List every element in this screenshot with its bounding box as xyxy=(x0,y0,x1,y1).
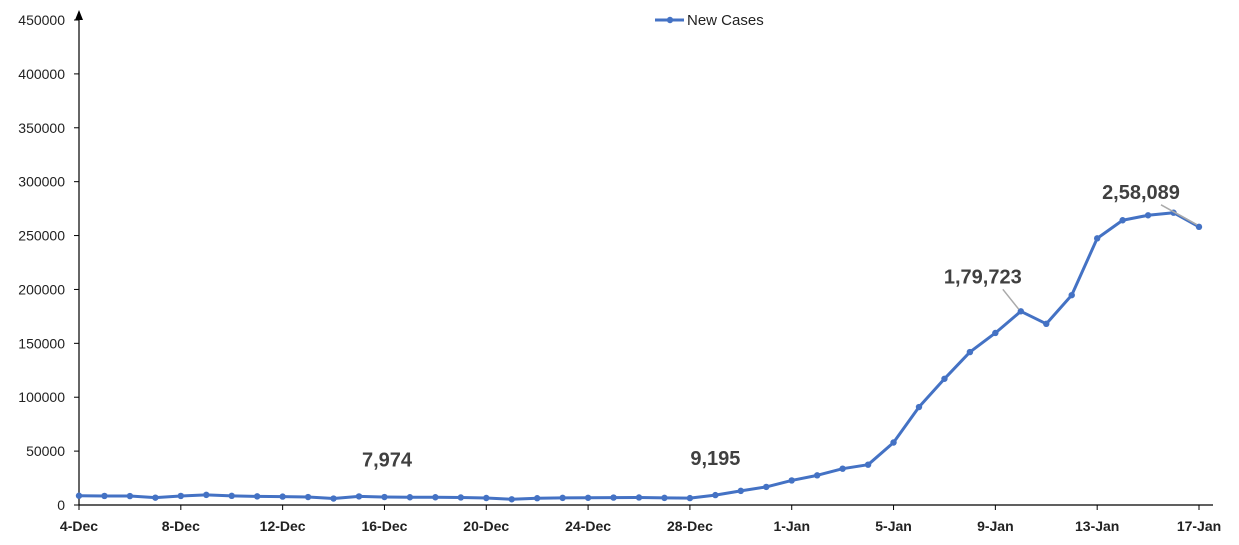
data-point xyxy=(152,494,159,501)
y-axis-ticks: 0 50000 100000 150000 200000 250000 300000 3500… xyxy=(18,12,79,513)
data-point xyxy=(661,494,668,502)
x-tick-label: 28-Dec xyxy=(667,518,713,534)
x-tick-label: 17-Jan xyxy=(1177,518,1221,534)
data-point xyxy=(126,492,134,500)
data-label-leader xyxy=(1160,204,1198,226)
data-point xyxy=(330,495,337,502)
x-tick-label: 20-Dec xyxy=(463,518,509,534)
data-point xyxy=(1068,291,1075,299)
y-tick-label: 0 xyxy=(57,497,65,513)
axes xyxy=(75,10,1213,506)
x-tick-label: 9-Jan xyxy=(977,518,1014,534)
data-point xyxy=(559,494,566,502)
data-point xyxy=(635,494,643,501)
data-point xyxy=(432,494,439,501)
y-tick-label: 50000 xyxy=(26,443,65,459)
data-point xyxy=(788,477,795,484)
data-point xyxy=(1119,217,1126,224)
data-point xyxy=(1144,212,1152,219)
data-point xyxy=(1043,320,1050,328)
data-point xyxy=(890,439,897,446)
x-tick-label: 8-Dec xyxy=(162,518,200,534)
data-point xyxy=(763,483,770,491)
data-point xyxy=(686,494,694,502)
data-point xyxy=(228,492,235,500)
x-axis-ticks: 4-Dec 8-Dec 12-Dec 16-Dec 20-Dec 24-Dec 28-Dec… xyxy=(60,505,1221,534)
data-point xyxy=(75,492,83,499)
y-axis-arrow xyxy=(75,10,83,20)
data-point xyxy=(304,493,312,501)
legend-label: New Cases xyxy=(687,12,764,29)
y-tick-label: 350000 xyxy=(18,120,65,136)
x-tick-label: 16-Dec xyxy=(361,518,407,534)
data-point xyxy=(457,494,465,501)
data-label-leader xyxy=(1002,288,1020,310)
x-tick-label: 1-Jan xyxy=(773,518,810,534)
data-point xyxy=(992,329,999,337)
x-tick-label: 5-Jan xyxy=(875,518,912,534)
data-point xyxy=(381,493,388,501)
data-label: 7,974 xyxy=(362,449,413,471)
x-tick-label: 4-Dec xyxy=(60,518,98,534)
data-point xyxy=(177,492,185,500)
y-tick-label: 150000 xyxy=(18,335,65,351)
data-point xyxy=(355,493,363,500)
data-point xyxy=(203,491,210,499)
series-new-cases xyxy=(75,209,1203,503)
data-point xyxy=(813,472,821,479)
data-point xyxy=(737,487,745,495)
y-tick-label: 300000 xyxy=(18,174,65,190)
data-point xyxy=(508,496,515,503)
data-point xyxy=(610,494,617,501)
data-point xyxy=(1093,235,1101,242)
y-tick-label: 400000 xyxy=(18,66,65,82)
data-point xyxy=(101,492,108,500)
x-tick-label: 12-Dec xyxy=(260,518,306,534)
data-labels: 7,974 9,195 1,79,723 2,58,089 xyxy=(362,182,1198,471)
data-point xyxy=(915,403,923,411)
data-point xyxy=(864,461,872,468)
data-point xyxy=(533,495,541,502)
data-point xyxy=(941,375,948,382)
x-tick-label: 13-Jan xyxy=(1075,518,1119,534)
y-tick-label: 250000 xyxy=(18,228,65,244)
data-label: 1,79,723 xyxy=(944,266,1022,288)
x-tick-label: 24-Dec xyxy=(565,518,611,534)
data-label: 9,195 xyxy=(690,448,740,470)
data-point xyxy=(712,491,719,499)
data-point xyxy=(253,493,261,500)
data-point xyxy=(1017,308,1025,315)
data-point xyxy=(966,348,974,356)
y-tick-label: 200000 xyxy=(18,281,65,297)
series-line xyxy=(78,211,1200,501)
data-point xyxy=(406,494,414,501)
y-tick-label: 450000 xyxy=(18,12,65,28)
data-label: 2,58,089 xyxy=(1102,182,1180,204)
data-point xyxy=(279,493,286,500)
y-tick-label: 100000 xyxy=(18,389,65,405)
data-point xyxy=(839,465,846,472)
legend-swatch-marker xyxy=(666,16,674,24)
legend: New Cases xyxy=(655,12,764,29)
data-point xyxy=(483,494,490,502)
data-point xyxy=(1195,223,1203,231)
data-point xyxy=(584,494,592,501)
